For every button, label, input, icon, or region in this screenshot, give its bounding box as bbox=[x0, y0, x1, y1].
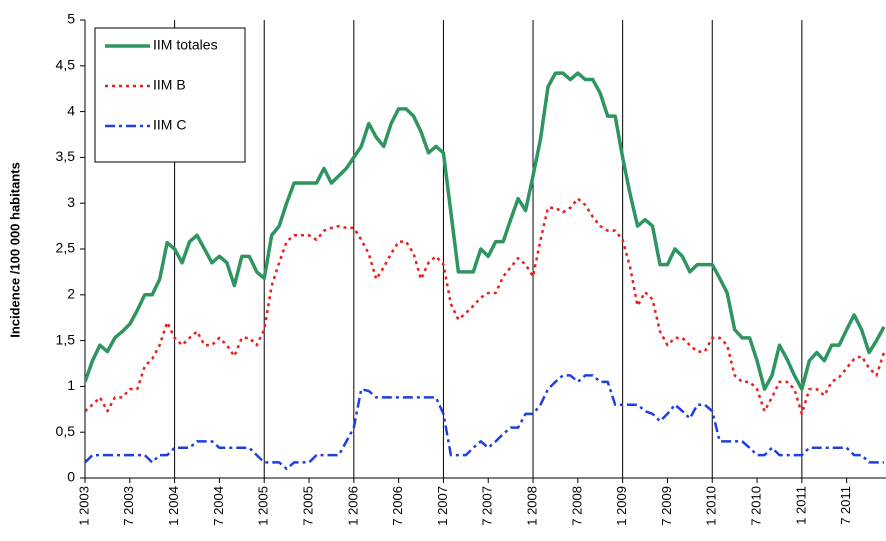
x-tick-label: 1 2011 bbox=[793, 486, 808, 525]
y-axis-label: Incidence /100 000 habitants bbox=[7, 162, 22, 338]
y-tick-label: 4 bbox=[67, 102, 75, 118]
x-tick-label: 7 2008 bbox=[569, 486, 584, 526]
y-tick-label: 1,5 bbox=[56, 331, 76, 347]
legend-box bbox=[94, 27, 246, 163]
y-tick-label: 2 bbox=[67, 286, 75, 302]
series-line bbox=[85, 197, 886, 416]
x-tick-label: 7 2006 bbox=[390, 486, 405, 526]
y-tick-label: 2,5 bbox=[56, 240, 76, 256]
y-tick-label: 5 bbox=[67, 11, 75, 27]
x-tick-label: 7 2004 bbox=[211, 486, 226, 526]
x-tick-label: 7 2007 bbox=[480, 486, 495, 526]
x-tick-label: 1 2009 bbox=[614, 486, 629, 526]
x-tick-label: 1 2010 bbox=[704, 486, 719, 526]
series-line bbox=[85, 71, 886, 391]
x-tick-label: 1 2003 bbox=[76, 486, 91, 526]
y-tick-label: 4,5 bbox=[56, 57, 76, 73]
y-tick-label: 0 bbox=[67, 469, 75, 485]
x-tick-label: 7 2011 bbox=[838, 486, 853, 525]
x-tick-label: 1 2006 bbox=[345, 486, 360, 526]
legend-label: IIM B bbox=[153, 77, 186, 93]
x-tick-label: 7 2003 bbox=[121, 486, 136, 526]
x-tick-label: 7 2009 bbox=[659, 486, 674, 526]
plot bbox=[85, 71, 886, 471]
y-tick-label: 3 bbox=[67, 194, 75, 210]
y-tick-label: 1 bbox=[67, 377, 75, 393]
series-line bbox=[85, 374, 884, 471]
x-tick-label: 1 2008 bbox=[524, 486, 539, 526]
legend-label: IIM totales bbox=[153, 37, 218, 53]
x-tick-label: 7 2005 bbox=[300, 486, 315, 526]
y-tick-label: 0,5 bbox=[56, 423, 76, 439]
x-tick-label: 7 2010 bbox=[748, 486, 763, 526]
x-tick-label: 1 2007 bbox=[435, 486, 450, 526]
x-tick-label: 1 2004 bbox=[166, 486, 181, 526]
legend-label: IIM C bbox=[153, 117, 186, 133]
x-tick-label: 1 2005 bbox=[256, 486, 271, 526]
y-tick-label: 3,5 bbox=[56, 148, 76, 164]
